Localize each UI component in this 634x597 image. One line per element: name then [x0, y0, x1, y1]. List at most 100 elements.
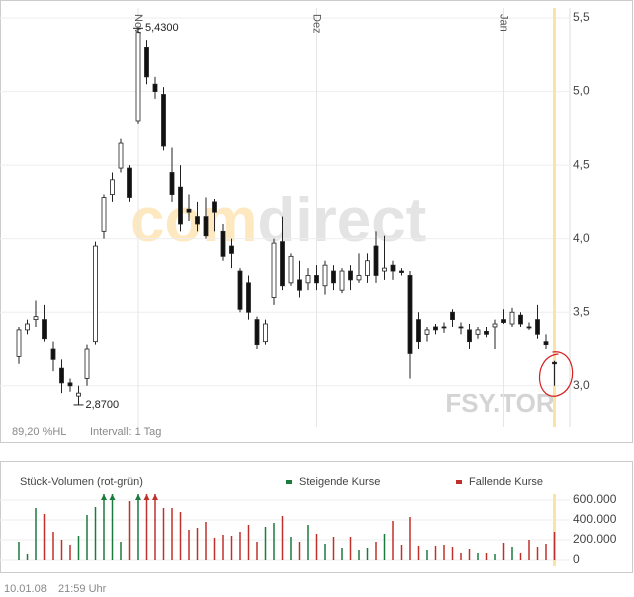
candle-body: [229, 245, 234, 254]
candle-body: [118, 142, 124, 169]
candle-body: [110, 179, 115, 195]
candle-body: [144, 47, 149, 78]
candle-body: [501, 319, 506, 323]
overflow-arrow: [109, 494, 116, 500]
symbol: FSY.TOR: [445, 388, 555, 418]
volume-title: Stück-Volumen (rot-grün): [20, 476, 143, 488]
y-tick-label: 5,5: [573, 10, 590, 24]
range-note: 89,20 %HL: [12, 426, 66, 438]
watermark: comdirect: [130, 186, 426, 255]
candle-body: [339, 270, 345, 291]
y-tick-label: 200.000: [573, 532, 617, 546]
y-tick-label: 0: [573, 552, 580, 566]
candle-body: [297, 279, 302, 291]
candle-body: [416, 319, 421, 343]
candle-body: [450, 311, 455, 321]
x-tick-label: Jan: [498, 14, 510, 32]
candle-body: [492, 323, 498, 328]
candle-body: [424, 329, 430, 335]
candle-body: [407, 275, 413, 354]
legend-swatch-up: [286, 480, 292, 484]
candle-body: [169, 172, 175, 195]
candle-body: [186, 208, 192, 213]
y-tick-label: 5,0: [573, 84, 590, 98]
hand-drawn-circle: [538, 351, 574, 397]
overflow-arrow: [135, 494, 141, 500]
low-label: 2,8700: [86, 399, 120, 411]
candle-body: [127, 167, 132, 198]
overflow-arrow: [101, 494, 107, 500]
y-tick-label: 4,5: [573, 157, 590, 171]
y-tick-label: 3,5: [573, 304, 590, 318]
candle-body: [433, 326, 438, 331]
candle-body: [178, 186, 183, 225]
candle-body: [475, 329, 481, 335]
candle-body: [101, 197, 107, 232]
y-tick-label: 4,0: [573, 231, 590, 245]
candle-body: [365, 260, 370, 276]
candle-body: [356, 275, 362, 281]
price-frame: [0, 0, 633, 443]
watermark-direct: direct: [257, 186, 426, 255]
interval: Intervall: 1 Tag: [90, 426, 161, 438]
candle-body: [161, 94, 166, 147]
candle-body: [237, 270, 243, 310]
y-tick-label: 600.000: [573, 492, 617, 506]
candle-body: [220, 230, 226, 257]
candle-body: [33, 316, 39, 321]
candle-body: [373, 245, 379, 276]
legend-swatch-down: [456, 480, 462, 484]
candle-body: [552, 361, 557, 365]
candle-body: [76, 392, 81, 397]
watermark-com: com: [130, 186, 257, 255]
x-tick-label: Nov: [132, 14, 144, 34]
candle-body: [390, 264, 396, 272]
candle-body: [152, 83, 158, 92]
legend-down: Fallende Kurse: [469, 476, 543, 488]
candle-body: [305, 275, 311, 284]
candle-body: [543, 341, 549, 346]
candle-body: [280, 241, 285, 287]
volume-frame: [0, 461, 633, 573]
footer-date: 10.01.08: [4, 583, 47, 595]
candle-body: [246, 282, 251, 313]
candle-body: [203, 216, 209, 237]
candle-body: [288, 255, 294, 284]
footer-time: 21:59 Uhr: [58, 583, 107, 595]
candle-body: [441, 326, 447, 329]
candle-body: [399, 270, 404, 273]
candle-body: [135, 32, 141, 122]
candle-body: [67, 382, 73, 387]
candle-body: [271, 242, 277, 298]
candle-body: [509, 311, 515, 325]
candle-body: [348, 270, 353, 281]
candle-body: [16, 329, 22, 357]
candle-body: [93, 245, 98, 343]
candle-body: [331, 270, 336, 284]
candle-body: [535, 319, 540, 335]
candle-body: [254, 319, 260, 346]
candle-body: [322, 264, 328, 287]
high-label: 5,4300: [145, 22, 179, 34]
candle-body: [195, 216, 200, 225]
y-tick-label: 400.000: [573, 512, 617, 526]
overflow-arrow: [143, 494, 150, 500]
overflow-arrow: [152, 494, 158, 500]
candle-body: [484, 330, 489, 335]
candle-body: [212, 201, 217, 213]
candle-body: [263, 323, 268, 343]
candle-body: [467, 329, 472, 343]
candle-body: [25, 323, 30, 331]
candle-body: [84, 348, 90, 379]
volume-bars: [18, 494, 556, 560]
candle-body: [42, 319, 47, 340]
candle-body: [59, 367, 64, 384]
x-tick-label: Dez: [311, 14, 323, 34]
candle-body: [526, 326, 532, 329]
candle-body: [518, 314, 523, 325]
y-tick-label: 3,0: [573, 378, 590, 392]
candle-body: [382, 267, 387, 272]
legend-up: Steigende Kurse: [299, 476, 380, 488]
candle-body: [50, 348, 56, 360]
